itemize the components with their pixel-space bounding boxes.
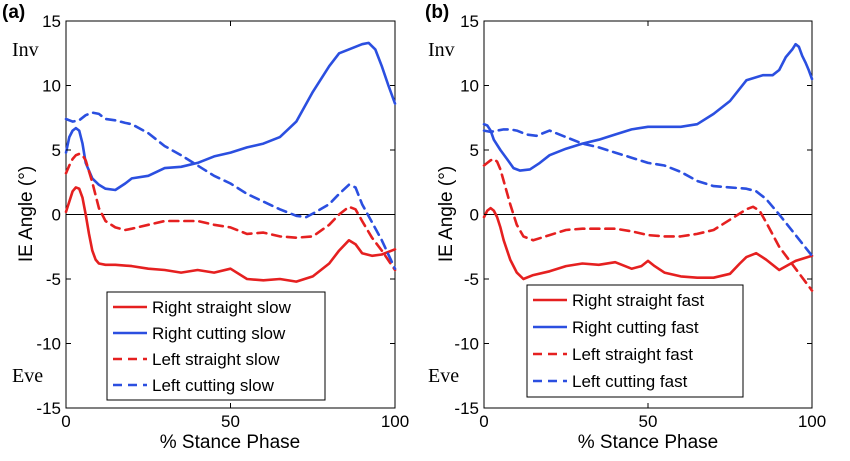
- y-tick-label: 10: [42, 77, 61, 96]
- tick-layer: -15 -10 -5 0 5 10 15 0 50 100: [36, 12, 409, 431]
- y-tick-label: -15: [36, 399, 61, 418]
- x-tick-label: 50: [221, 412, 240, 431]
- x-tick-label: 50: [639, 412, 658, 431]
- legend-label: Right cutting slow: [152, 324, 286, 343]
- legend-label: Right straight fast: [572, 291, 705, 310]
- panel-label: (b): [425, 2, 449, 23]
- legend-label: Left straight slow: [152, 350, 280, 369]
- panel-label: (a): [2, 2, 25, 23]
- x-tick-label: 0: [479, 412, 488, 431]
- legend-box: [526, 284, 744, 398]
- x-axis-label: % Stance Phase: [578, 432, 718, 453]
- panel-b: (b) -15 -10 -5 0 5 10 15 0 50 100 Inv Eve IE Angl…: [425, 2, 826, 453]
- y-tick-label: 15: [42, 12, 61, 31]
- series-line-2: [64, 41, 397, 192]
- legend-items: Right straight slow Right cutting slow Lef…: [113, 298, 292, 395]
- legend: Right straight fast Right cutting fast Lef…: [526, 284, 744, 398]
- legend-label: Left straight fast: [572, 345, 693, 364]
- y-axis-label: IE Angle (°): [16, 166, 37, 262]
- series-layer: [64, 41, 397, 283]
- y-tick-label: -5: [46, 270, 61, 289]
- legend-items: Right straight fast Right cutting fast Lef…: [533, 291, 705, 391]
- series-line-1: [64, 186, 397, 283]
- eve-annotation: Eve: [428, 365, 459, 387]
- y-tick-label: 15: [460, 12, 479, 31]
- y-tick-label: 5: [52, 141, 61, 160]
- y-tick-label: -10: [36, 335, 61, 354]
- legend-label: Right straight slow: [152, 298, 292, 317]
- series-line-4: [64, 111, 397, 271]
- tick-layer: -15 -10 -5 0 5 10 15 0 50 100: [454, 12, 826, 431]
- series-line-3: [482, 157, 814, 292]
- x-tick-label: 100: [381, 412, 409, 431]
- x-tick-label: 0: [61, 412, 70, 431]
- y-tick-label: 0: [470, 206, 479, 225]
- y-tick-label: 10: [460, 77, 479, 96]
- legend-label: Left cutting fast: [572, 372, 688, 391]
- series-line-2: [482, 42, 814, 172]
- legend-box: [106, 291, 326, 401]
- series-line-1: [482, 206, 814, 281]
- inv-annotation: Inv: [12, 39, 39, 61]
- series-line-3: [64, 152, 397, 272]
- y-tick-label: -15: [454, 399, 479, 418]
- eve-annotation: Eve: [12, 365, 43, 387]
- y-tick-label: 0: [52, 206, 61, 225]
- series-layer: [482, 42, 814, 292]
- legend-label: Right cutting fast: [572, 318, 699, 337]
- x-tick-label: 100: [798, 412, 826, 431]
- x-axis-label: % Stance Phase: [160, 432, 300, 453]
- y-tick-label: -5: [464, 270, 479, 289]
- legend-label: Left cutting slow: [152, 376, 275, 395]
- legend: Right straight slow Right cutting slow Lef…: [106, 291, 326, 401]
- inv-annotation: Inv: [428, 39, 455, 61]
- y-tick-label: 5: [470, 141, 479, 160]
- y-tick-label: -10: [454, 335, 479, 354]
- y-axis-label: IE Angle (°): [436, 166, 457, 262]
- panel-a: (a) -15 -10 -5 0 5 10 15 0 50 100 Inv Eve IE Angl…: [2, 2, 409, 453]
